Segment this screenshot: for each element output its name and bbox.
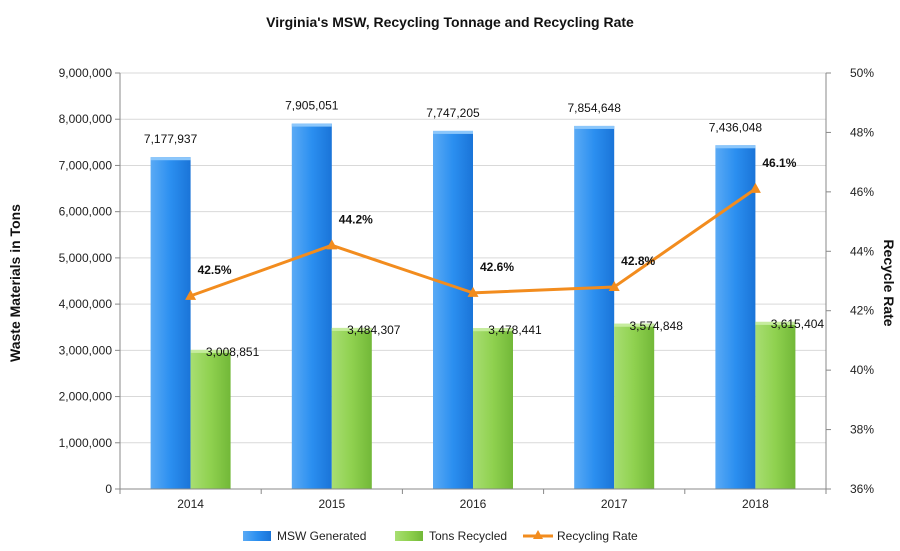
y-tick-label: 1,000,000 [59,436,113,450]
marker-recycling-rate [326,239,338,250]
x-tick-label: 2015 [318,497,345,511]
legend-label: Tons Recycled [429,529,507,543]
bar-msw-generated-top [574,125,615,129]
axes: 0 1,000,000 2,000,000 3,000,000 4,000,000 5,0… [59,66,875,511]
marker-recycling-rate [749,182,761,193]
x-tick-label: 2018 [742,497,769,511]
legend-marker [533,530,543,539]
legend-swatch [243,531,271,541]
bar-msw-generated-top [150,157,191,161]
y2-tick-label: 46% [850,185,874,199]
y-tick-label: 3,000,000 [59,343,113,357]
y-tick-label: 7,000,000 [59,158,113,172]
bar-tons-recycled-top [190,349,231,353]
label-msw-generated: 7,747,205 [426,106,480,120]
bar-tons-recycled [755,321,796,489]
bar-tons-recycled [331,327,372,489]
label-tons-recycled: 3,574,848 [630,319,684,333]
y-tick-label: 2,000,000 [59,390,113,404]
bar-msw-generated [715,145,756,489]
y-tick-label: 5,000,000 [59,251,113,265]
bar-tons-recycled-top [614,323,655,327]
y2-axis-title: Recycle Rate [881,239,897,326]
bar-msw-generated-top [715,145,756,149]
y2-tick-label: 38% [850,423,874,437]
marker-recycling-rate [467,286,479,297]
label-msw-generated: 7,436,048 [709,120,763,134]
y-axis-title: Waste Materials in Tons [7,204,23,362]
y-tick-label: 4,000,000 [59,297,113,311]
data-labels: 7,177,937 3,008,851 7,905,051 3,484,307 7,74… [144,99,825,359]
marker-recycling-rate [608,280,620,291]
bar-msw-generated-top [433,130,473,134]
line-recycling-rate [190,187,757,298]
label-msw-generated: 7,905,051 [285,99,339,113]
y-tick-label: 6,000,000 [59,205,113,219]
bar-msw-generated [291,123,332,490]
bar-tons-recycled [190,349,231,489]
marker-recycling-rate [185,289,197,300]
x-tick-label: 2017 [601,497,628,511]
label-recycling-rate: 42.6% [480,260,514,274]
chart-title: Virginia's MSW, Recycling Tonnage and Re… [266,14,634,30]
bar-tons-recycled-top [755,321,796,325]
label-recycling-rate: 44.2% [339,212,373,226]
label-recycling-rate: 46.1% [762,156,796,170]
label-msw-generated: 7,854,648 [568,101,622,115]
legend: MSW Generated Tons Recycled Recycling Rate [243,529,638,543]
y2-tick-label: 40% [850,363,874,377]
bar-tons-recycled [614,323,655,489]
recycling-rate-line [185,182,761,300]
y2-tick-label: 48% [850,125,874,139]
y-tick-label: 8,000,000 [59,112,113,126]
x-tick-label: 2014 [177,497,204,511]
label-tons-recycled: 3,008,851 [206,345,260,359]
label-recycling-rate: 42.5% [198,263,232,277]
bars [150,123,796,490]
label-msw-generated: 7,177,937 [144,132,198,146]
bar-tons-recycled-top [473,328,513,332]
y-tick-label: 0 [105,482,112,496]
label-tons-recycled: 3,484,307 [347,323,401,337]
legend-label: Recycling Rate [557,529,638,543]
label-tons-recycled: 3,615,404 [771,317,825,331]
x-tick-label: 2016 [460,497,487,511]
label-recycling-rate: 42.8% [621,254,655,268]
y2-tick-label: 42% [850,304,874,318]
bar-msw-generated [150,157,191,490]
bar-msw-generated [433,130,473,489]
label-tons-recycled: 3,478,441 [488,323,542,337]
bar-msw-generated-top [291,123,332,127]
y2-tick-label: 50% [850,66,874,80]
legend-swatch [395,531,423,541]
y-tick-label: 9,000,000 [59,66,113,80]
y2-tick-label: 44% [850,244,874,258]
legend-label: MSW Generated [277,529,366,543]
bar-tons-recycled [473,328,513,489]
bar-msw-generated [574,125,615,490]
bar-tons-recycled-top [331,327,372,331]
y2-tick-label: 36% [850,482,874,496]
